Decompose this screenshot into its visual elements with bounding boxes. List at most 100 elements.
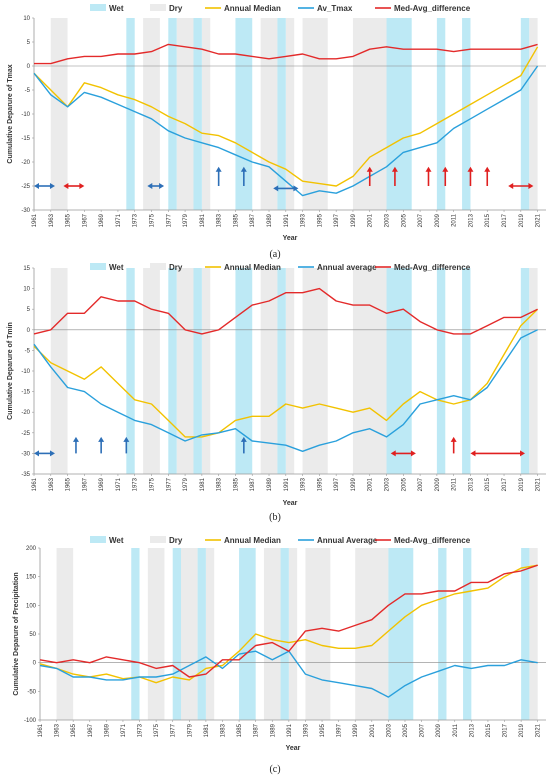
blue-arrow [98, 436, 105, 454]
y-tick-label: -100 [24, 718, 37, 724]
x-tick-label: 2009 [435, 213, 441, 227]
y-tick-label: -20 [21, 410, 30, 416]
x-tick-label: 1963 [49, 477, 55, 491]
dry-period-band [201, 18, 211, 210]
x-tick-label: 2017 [502, 213, 508, 227]
x-tick-label: 1979 [183, 477, 189, 491]
x-tick-label: 1991 [287, 723, 293, 737]
x-tick-label: 1983 [217, 477, 223, 491]
legend-swatch-dry [150, 4, 166, 11]
wet-period-band [126, 268, 135, 474]
arrow-head [391, 166, 398, 172]
x-tick-label: 1985 [233, 477, 239, 491]
x-tick-label: 2007 [418, 213, 424, 227]
dry-period-band [143, 18, 160, 210]
blue-arrow [72, 436, 79, 454]
y-tick-label: -50 [27, 689, 36, 695]
chart-legend: Wet Dry Annual Median Annual Average Med-Avg… [90, 536, 471, 545]
y-tick-label: 150 [26, 575, 37, 581]
arrow-head [410, 450, 416, 457]
arrow-head [215, 166, 222, 172]
wet-period-band [436, 268, 446, 474]
x-tick-label: 2021 [536, 723, 542, 737]
red-arrow [366, 166, 373, 186]
legend-label: Annual Median [224, 4, 281, 13]
legend-swatch-dry [150, 263, 166, 270]
x-tick-label: 2001 [368, 213, 374, 227]
red-arrow [467, 166, 474, 186]
arrow-head [240, 436, 247, 442]
y-tick-label: 50 [29, 632, 36, 638]
arrow-head [366, 166, 373, 172]
dry-period-band [50, 268, 68, 474]
x-tick-label: 1969 [99, 213, 105, 227]
x-tick-label: 1999 [351, 477, 357, 491]
blue-arrow [34, 183, 55, 189]
x-tick-label: 1973 [133, 477, 139, 491]
legend-label: Annual Median [224, 536, 281, 545]
blue-arrow [34, 450, 55, 457]
chart-panel-3: -100 -50 0 50 100 150 200 1961 1963 1965 1967 1969 1… [13, 536, 546, 775]
x-tick-label: 1995 [317, 213, 323, 227]
panel-caption: (a) [269, 249, 280, 260]
x-tick-label: 1993 [301, 477, 307, 491]
x-tick-label: 1989 [270, 723, 276, 737]
legend-label: Annual average [317, 263, 377, 272]
dry-period-band [56, 548, 74, 720]
x-tick-label: 1981 [200, 477, 206, 491]
arrow-head [159, 183, 165, 189]
arrow-head [442, 166, 449, 172]
y-tick-label: -15 [21, 136, 30, 142]
series-line-difference [33, 287, 538, 335]
x-tick-label: 2019 [519, 477, 525, 491]
x-tick-label: 1983 [220, 723, 226, 737]
x-tick-label: 2003 [386, 723, 392, 737]
arrow-head [49, 450, 55, 457]
x-tick-label: 1961 [32, 477, 38, 491]
legend-label: Med-Avg_difference [394, 263, 471, 272]
red-arrow [63, 183, 85, 189]
x-tick-label: 1985 [233, 213, 239, 227]
wet-period-band [520, 18, 530, 210]
y-tick-label: -30 [21, 451, 30, 457]
legend-label: Med-Avg_difference [394, 536, 471, 545]
panel-caption: (b) [269, 512, 281, 523]
x-tick-label: 2013 [468, 213, 474, 227]
x-tick-label: 2011 [452, 213, 458, 227]
x-tick-label: 1961 [32, 213, 38, 227]
legend-label: Wet [109, 4, 124, 13]
wet-period-band [462, 268, 471, 474]
x-tick-label: 1995 [320, 723, 326, 737]
x-tick-label: 1987 [250, 213, 256, 227]
legend-label: Dry [169, 536, 183, 545]
dry-period-band [305, 548, 331, 720]
wet-period-band [197, 548, 206, 720]
red-arrow [508, 183, 534, 189]
dry-period-band [260, 18, 278, 210]
x-axis-label: Year [283, 500, 298, 507]
wet-period-band [463, 548, 472, 720]
wet-period-band [277, 18, 286, 210]
dry-period-band [302, 268, 328, 474]
wet-period-band [386, 18, 412, 210]
x-tick-label: 2003 [385, 477, 391, 491]
legend-label: Med-Avg_difference [394, 4, 471, 13]
y-tick-label: 200 [26, 546, 37, 552]
y-axis-label: Cumulative Deparure of Precipitation [13, 572, 20, 695]
blue-arrow [215, 166, 222, 186]
x-tick-label: 1985 [237, 723, 243, 737]
x-tick-label: 1961 [38, 723, 44, 737]
dry-period-band [181, 548, 198, 720]
arrow-head [273, 185, 279, 192]
legend-label: Av_Tmax [317, 4, 353, 13]
panel-caption: (c) [269, 764, 280, 775]
arrow-head [240, 166, 247, 172]
x-tick-label: 1967 [82, 477, 88, 491]
series-line-average [33, 65, 539, 197]
x-tick-label: 1971 [116, 477, 122, 491]
x-tick-label: 2003 [385, 213, 391, 227]
wet-period-band [521, 548, 530, 720]
arrow-head [34, 450, 39, 457]
y-tick-label: -10 [21, 112, 30, 118]
